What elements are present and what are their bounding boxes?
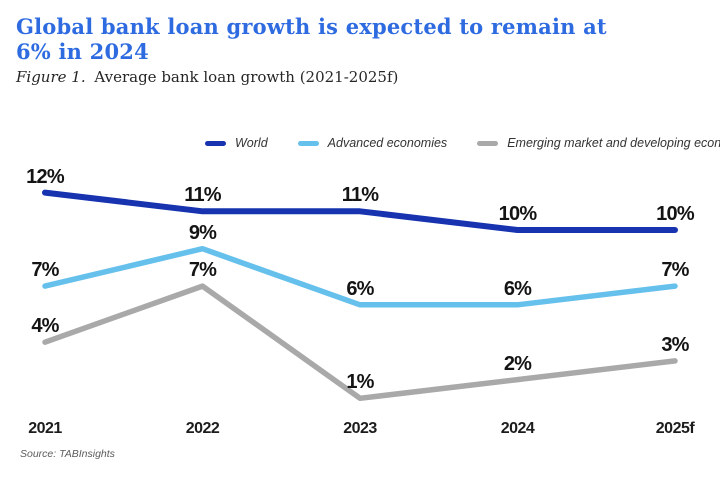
- x-axis-label: 2022: [185, 420, 220, 437]
- data-label: 7%: [31, 259, 59, 282]
- source-note: Source: TABInsights: [20, 448, 115, 460]
- data-label: 7%: [661, 259, 689, 282]
- page-title-line2: 6% in 2024: [16, 39, 149, 65]
- data-label: 11%: [184, 184, 221, 207]
- data-label: 1%: [346, 371, 374, 394]
- data-label: 9%: [188, 221, 217, 244]
- x-axis-label: 2025f: [655, 420, 695, 437]
- data-label: 7%: [188, 259, 217, 282]
- legend-label: Advanced economies: [327, 136, 448, 150]
- legend-item-1: Advanced economies: [297, 136, 448, 150]
- legend-item-0: World: [205, 136, 268, 150]
- data-label: 4%: [31, 315, 59, 338]
- legend-dash-icon: [297, 140, 319, 146]
- legend-dash-icon: [477, 140, 499, 146]
- data-label: 10%: [498, 203, 537, 225]
- legend-label: World: [235, 136, 268, 150]
- data-label: 10%: [656, 203, 694, 225]
- line-series-2: [42, 283, 678, 402]
- figure-caption-text: Average bank loan growth (2021-2025f): [94, 68, 399, 86]
- legend-item-2: Emerging market and developing economies: [477, 136, 720, 150]
- x-axis: 2021 2022 2023 2024 2025f: [0, 420, 720, 440]
- x-axis-label: 2021: [28, 420, 62, 437]
- data-label: 6%: [346, 277, 374, 300]
- data-label: 6%: [503, 277, 532, 300]
- x-axis-label: 2024: [500, 420, 535, 437]
- data-label: 11%: [341, 184, 379, 207]
- x-axis-label: 2023: [343, 420, 377, 437]
- page-title: Global bank loan growth is expected to r…: [16, 14, 607, 64]
- legend-dash-icon: [205, 140, 226, 146]
- legend-label: Emerging market and developing economies: [507, 136, 720, 150]
- chart-legend: World Advanced economies Emerging market a…: [205, 136, 720, 150]
- figure-caption: Figure 1. Average bank loan growth (2021…: [16, 68, 398, 86]
- data-label: 12%: [26, 165, 64, 188]
- line-series-0: [42, 189, 678, 233]
- figure-number-label: Figure 1.: [16, 68, 86, 86]
- line-series-1: [42, 245, 678, 308]
- data-label: 3%: [661, 333, 689, 356]
- data-label: 2%: [503, 352, 532, 375]
- page-title-line1: Global bank loan growth is expected to r…: [16, 14, 607, 39]
